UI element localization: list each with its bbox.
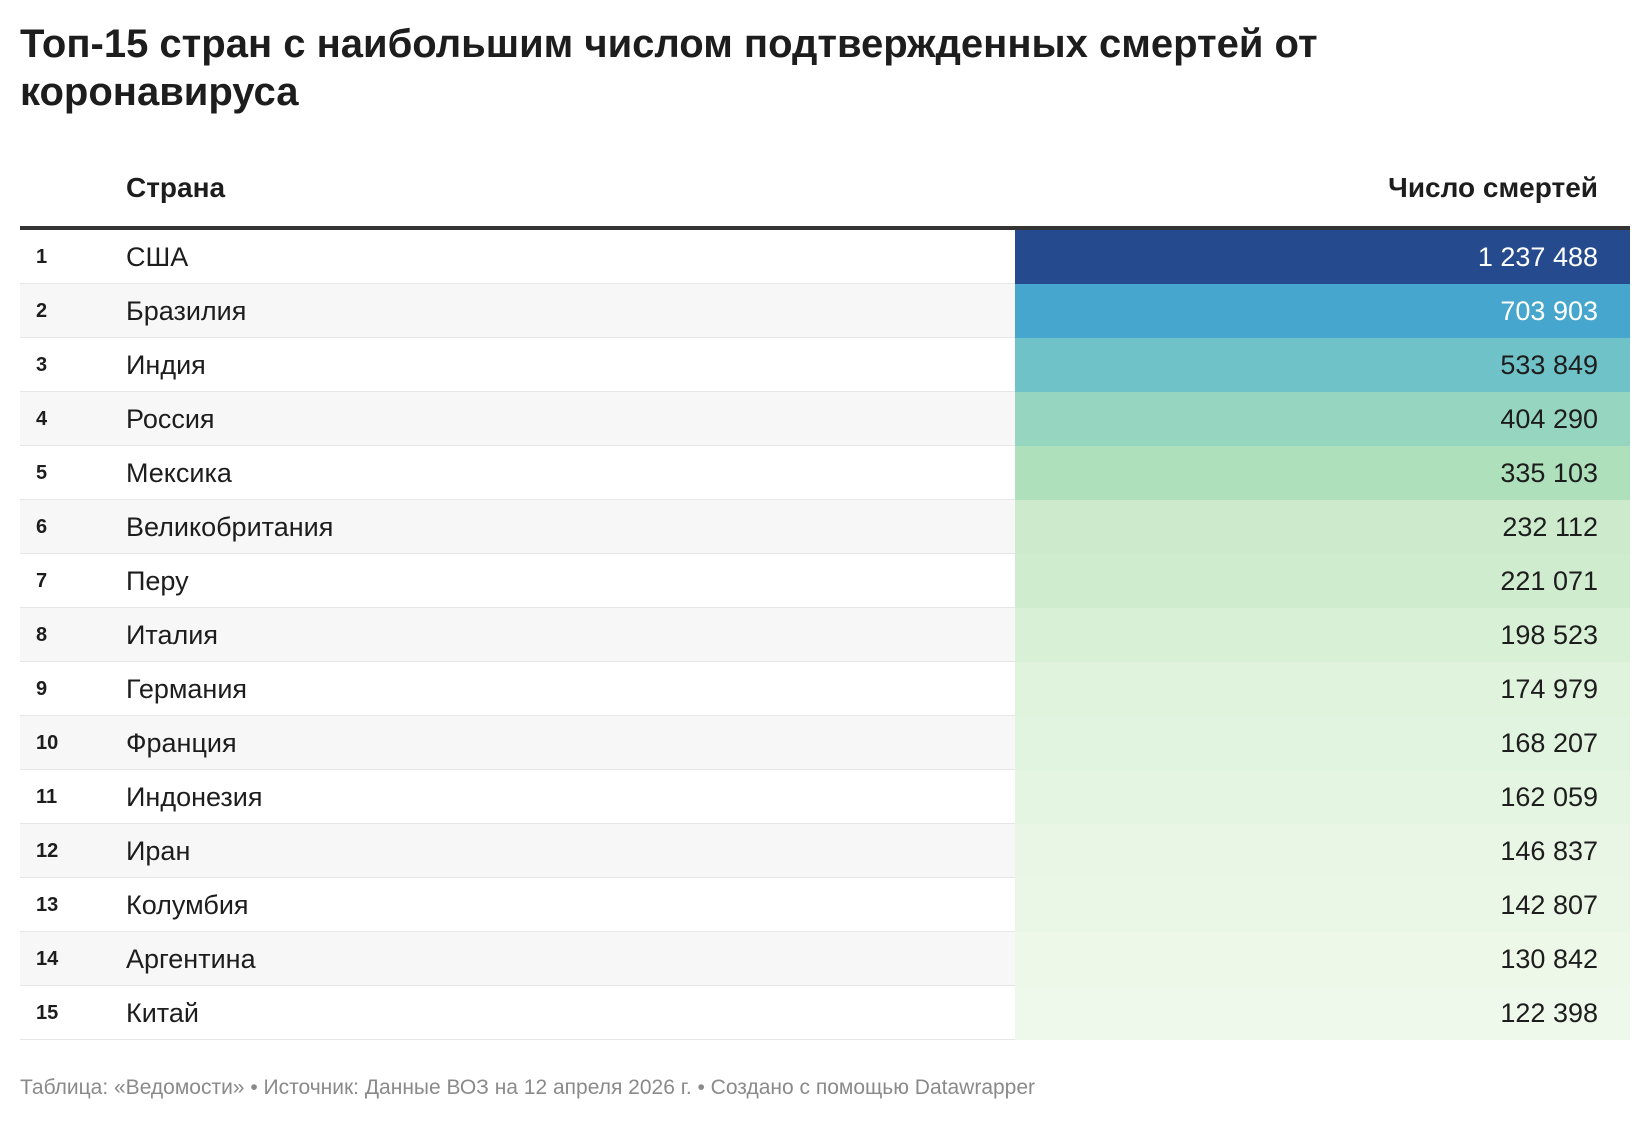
table-body: 1 США 1 237 488 2 Бразилия 703 903 3 Индия 533 8…	[20, 230, 1630, 1040]
table-row: 7 Перу 221 071	[20, 554, 1630, 608]
table-row: 13 Колумбия 142 807	[20, 878, 1630, 932]
chart-footer: Таблица: «Ведомости» • Источник: Данные …	[20, 1076, 1036, 1099]
deaths-cell: 130 842	[1015, 932, 1630, 986]
deaths-cell: 232 112	[1015, 500, 1630, 554]
table-row: 1 США 1 237 488	[20, 230, 1630, 284]
rank-cell: 6	[36, 516, 48, 538]
rank-cell: 9	[36, 678, 48, 700]
table-row: 4 Россия 404 290	[20, 392, 1630, 446]
country-cell: Перу	[126, 566, 189, 596]
deaths-cell: 146 837	[1015, 824, 1630, 878]
country-cell: Аргентина	[126, 944, 256, 974]
table-row: 3 Индия 533 849	[20, 338, 1630, 392]
rank-cell: 10	[36, 732, 59, 754]
rank-cell: 14	[36, 948, 59, 970]
table-row: 11 Индонезия 162 059	[20, 770, 1630, 824]
country-cell: Индия	[126, 350, 206, 380]
table-row: 2 Бразилия 703 903	[20, 284, 1630, 338]
rank-cell: 8	[36, 624, 48, 646]
country-cell: Италия	[126, 620, 218, 650]
table-row: 6 Великобритания 232 112	[20, 500, 1630, 554]
column-header-country[interactable]: Страна	[126, 172, 226, 203]
country-cell: Иран	[126, 836, 191, 866]
rank-cell: 7	[36, 570, 48, 592]
rank-cell: 4	[36, 408, 48, 430]
table-row: 12 Иран 146 837	[20, 824, 1630, 878]
table-row: 5 Мексика 335 103	[20, 446, 1630, 500]
rank-cell: 13	[36, 894, 59, 916]
deaths-table: Страна Число смертей 1 США 1 237 488 2 Брази…	[20, 160, 1630, 1040]
table-row: 14 Аргентина 130 842	[20, 932, 1630, 986]
table-row: 8 Италия 198 523	[20, 608, 1630, 662]
deaths-cell: 162 059	[1015, 770, 1630, 824]
country-cell: Великобритания	[126, 512, 334, 542]
rank-cell: 3	[36, 354, 48, 376]
deaths-cell: 168 207	[1015, 716, 1630, 770]
deaths-cell: 221 071	[1015, 554, 1630, 608]
deaths-cell: 174 979	[1015, 662, 1630, 716]
rank-cell: 11	[36, 786, 58, 808]
country-cell: Германия	[126, 674, 248, 704]
country-cell: Китай	[126, 998, 199, 1028]
table-header: Страна Число смертей	[20, 160, 1630, 230]
table-row: 15 Китай 122 398	[20, 986, 1630, 1040]
chart-title: Топ-15 стран с наибольшим числом подтвер…	[20, 22, 1318, 114]
country-cell: Бразилия	[126, 296, 247, 326]
country-cell: Колумбия	[126, 890, 249, 920]
deaths-cell: 142 807	[1015, 878, 1630, 932]
table-row: 10 Франция 168 207	[20, 716, 1630, 770]
rank-cell: 5	[36, 462, 48, 484]
country-cell: Мексика	[126, 458, 232, 488]
country-cell: Индонезия	[126, 782, 263, 812]
deaths-cell: 198 523	[1015, 608, 1630, 662]
country-cell: США	[126, 242, 189, 272]
deaths-cell: 1 237 488	[1015, 230, 1630, 284]
deaths-cell: 404 290	[1015, 392, 1630, 446]
country-cell: Франция	[126, 728, 237, 758]
column-header-deaths[interactable]: Число смертей	[1388, 172, 1598, 203]
deaths-cell: 703 903	[1015, 284, 1630, 338]
rank-cell: 1	[36, 246, 48, 268]
table-row: 9 Германия 174 979	[20, 662, 1630, 716]
rank-cell: 2	[36, 300, 48, 322]
deaths-cell: 533 849	[1015, 338, 1630, 392]
rank-cell: 15	[36, 1002, 59, 1024]
deaths-cell: 335 103	[1015, 446, 1630, 500]
deaths-cell: 122 398	[1015, 986, 1630, 1040]
rank-cell: 12	[36, 840, 59, 862]
country-cell: Россия	[126, 404, 215, 434]
